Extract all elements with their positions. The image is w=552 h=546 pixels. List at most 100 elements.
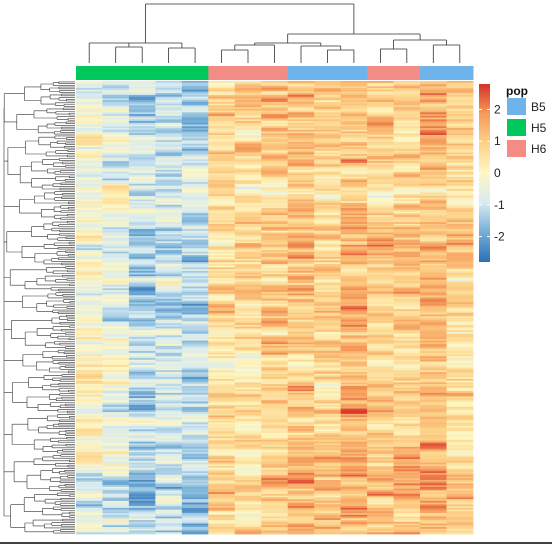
- heatmap-cell: [287, 479, 315, 483]
- heatmap-cell: [287, 446, 315, 450]
- heatmap-cell: [393, 457, 421, 460]
- heatmap-cell: [393, 234, 421, 237]
- heatmap-cell: [234, 115, 262, 118]
- heatmap-cell: [261, 330, 289, 333]
- heatmap-cell: [155, 483, 183, 486]
- heatmap-cell: [102, 528, 130, 531]
- heatmap-cell: [446, 256, 474, 260]
- heatmap-cell: [128, 344, 156, 347]
- heatmap-cell: [76, 258, 103, 261]
- heatmap-cell: [102, 189, 130, 192]
- heatmap-cell: [393, 391, 421, 394]
- heatmap-cell: [261, 474, 289, 477]
- heatmap-cell: [261, 410, 289, 413]
- heatmap-cell: [181, 131, 209, 134]
- heatmap-cell: [76, 175, 103, 178]
- heatmap-cell: [76, 236, 103, 239]
- heatmap-cell: [234, 398, 262, 401]
- heatmap-cell: [367, 124, 394, 127]
- heatmap-cell: [420, 270, 447, 274]
- heatmap-cell: [208, 387, 236, 390]
- heatmap-cell: [128, 209, 156, 213]
- heatmap-cell: [181, 274, 209, 277]
- heatmap-cell: [367, 342, 394, 345]
- heatmap-cell: [314, 199, 342, 202]
- heatmap-cell: [128, 128, 156, 131]
- heatmap-cell: [76, 523, 103, 526]
- heatmap-cell: [420, 243, 447, 246]
- heatmap-cell: [102, 420, 130, 423]
- heatmap-cell: [393, 462, 421, 465]
- heatmap-cell: [367, 237, 394, 240]
- heatmap-cell: [340, 347, 368, 350]
- heatmap-cell: [76, 473, 103, 476]
- heatmap-cell: [367, 236, 394, 239]
- heatmap-cell: [128, 413, 156, 416]
- heatmap-cell: [155, 277, 183, 281]
- heatmap-cell: [393, 438, 421, 441]
- heatmap-cell: [208, 434, 236, 437]
- heatmap-cell: [208, 283, 236, 286]
- heatmap-cell: [102, 124, 130, 127]
- heatmap-cell: [446, 84, 474, 87]
- heatmap-cell: [261, 168, 289, 171]
- heatmap-cell: [393, 255, 421, 258]
- heatmap-cell: [155, 514, 183, 517]
- heatmap-cell: [420, 361, 447, 364]
- heatmap-cell: [76, 511, 103, 514]
- heatmap-cell: [446, 432, 474, 436]
- heatmap-cell: [340, 427, 368, 430]
- heatmap-cell: [367, 171, 394, 174]
- heatmap-cell: [446, 516, 474, 519]
- heatmap-cell: [208, 115, 236, 118]
- heatmap-cell: [261, 342, 289, 345]
- heatmap-cell: [287, 527, 315, 530]
- heatmap-cell: [420, 272, 447, 275]
- heatmap-cell: [261, 250, 289, 253]
- heatmap-cell: [420, 297, 447, 300]
- heatmap-cell: [181, 178, 209, 181]
- heatmap-cell: [340, 244, 368, 247]
- heatmap-cell: [287, 187, 315, 190]
- heatmap-cell: [102, 305, 130, 308]
- heatmap-cell: [393, 135, 421, 138]
- heatmap-cell: [340, 384, 368, 387]
- heatmap-cell: [155, 215, 183, 218]
- heatmap-cell: [446, 504, 474, 507]
- heatmap-cell: [314, 166, 342, 169]
- heatmap-cell: [128, 354, 156, 357]
- heatmap-cell: [128, 513, 156, 516]
- heatmap-cell: [155, 176, 183, 179]
- heatmap-cell: [393, 365, 421, 368]
- heatmap-cell: [155, 187, 183, 190]
- heatmap-cell: [102, 244, 130, 247]
- heatmap-cell: [314, 87, 342, 91]
- heatmap-cell: [128, 94, 156, 98]
- heatmap-cell: [102, 502, 130, 505]
- heatmap-cell: [102, 131, 130, 134]
- heatmap-cell: [181, 476, 209, 479]
- heatmap-cell: [181, 403, 209, 406]
- heatmap-cell: [446, 380, 474, 383]
- heatmap-cell: [208, 431, 236, 434]
- heatmap-cell: [340, 86, 368, 89]
- heatmap-cell: [287, 520, 315, 523]
- heatmap-cell: [314, 453, 342, 456]
- heatmap-cell: [367, 262, 394, 265]
- heatmap-cell: [234, 117, 262, 120]
- heatmap-cell: [314, 143, 342, 146]
- heatmap-cell: [367, 486, 394, 490]
- heatmap-cell: [367, 227, 394, 230]
- heatmap-cell: [181, 312, 209, 315]
- heatmap-cell: [208, 133, 236, 136]
- heatmap-cell: [287, 410, 315, 413]
- heatmap-cell: [446, 274, 474, 277]
- heatmap-cell: [76, 201, 103, 204]
- heatmap-cell: [446, 478, 474, 481]
- heatmap-cell: [208, 521, 236, 524]
- heatmap-cell: [314, 229, 342, 232]
- heatmap-cell: [314, 201, 342, 204]
- heatmap-cell: [128, 269, 156, 272]
- heatmap-cell: [261, 439, 289, 443]
- heatmap-cell: [208, 171, 236, 174]
